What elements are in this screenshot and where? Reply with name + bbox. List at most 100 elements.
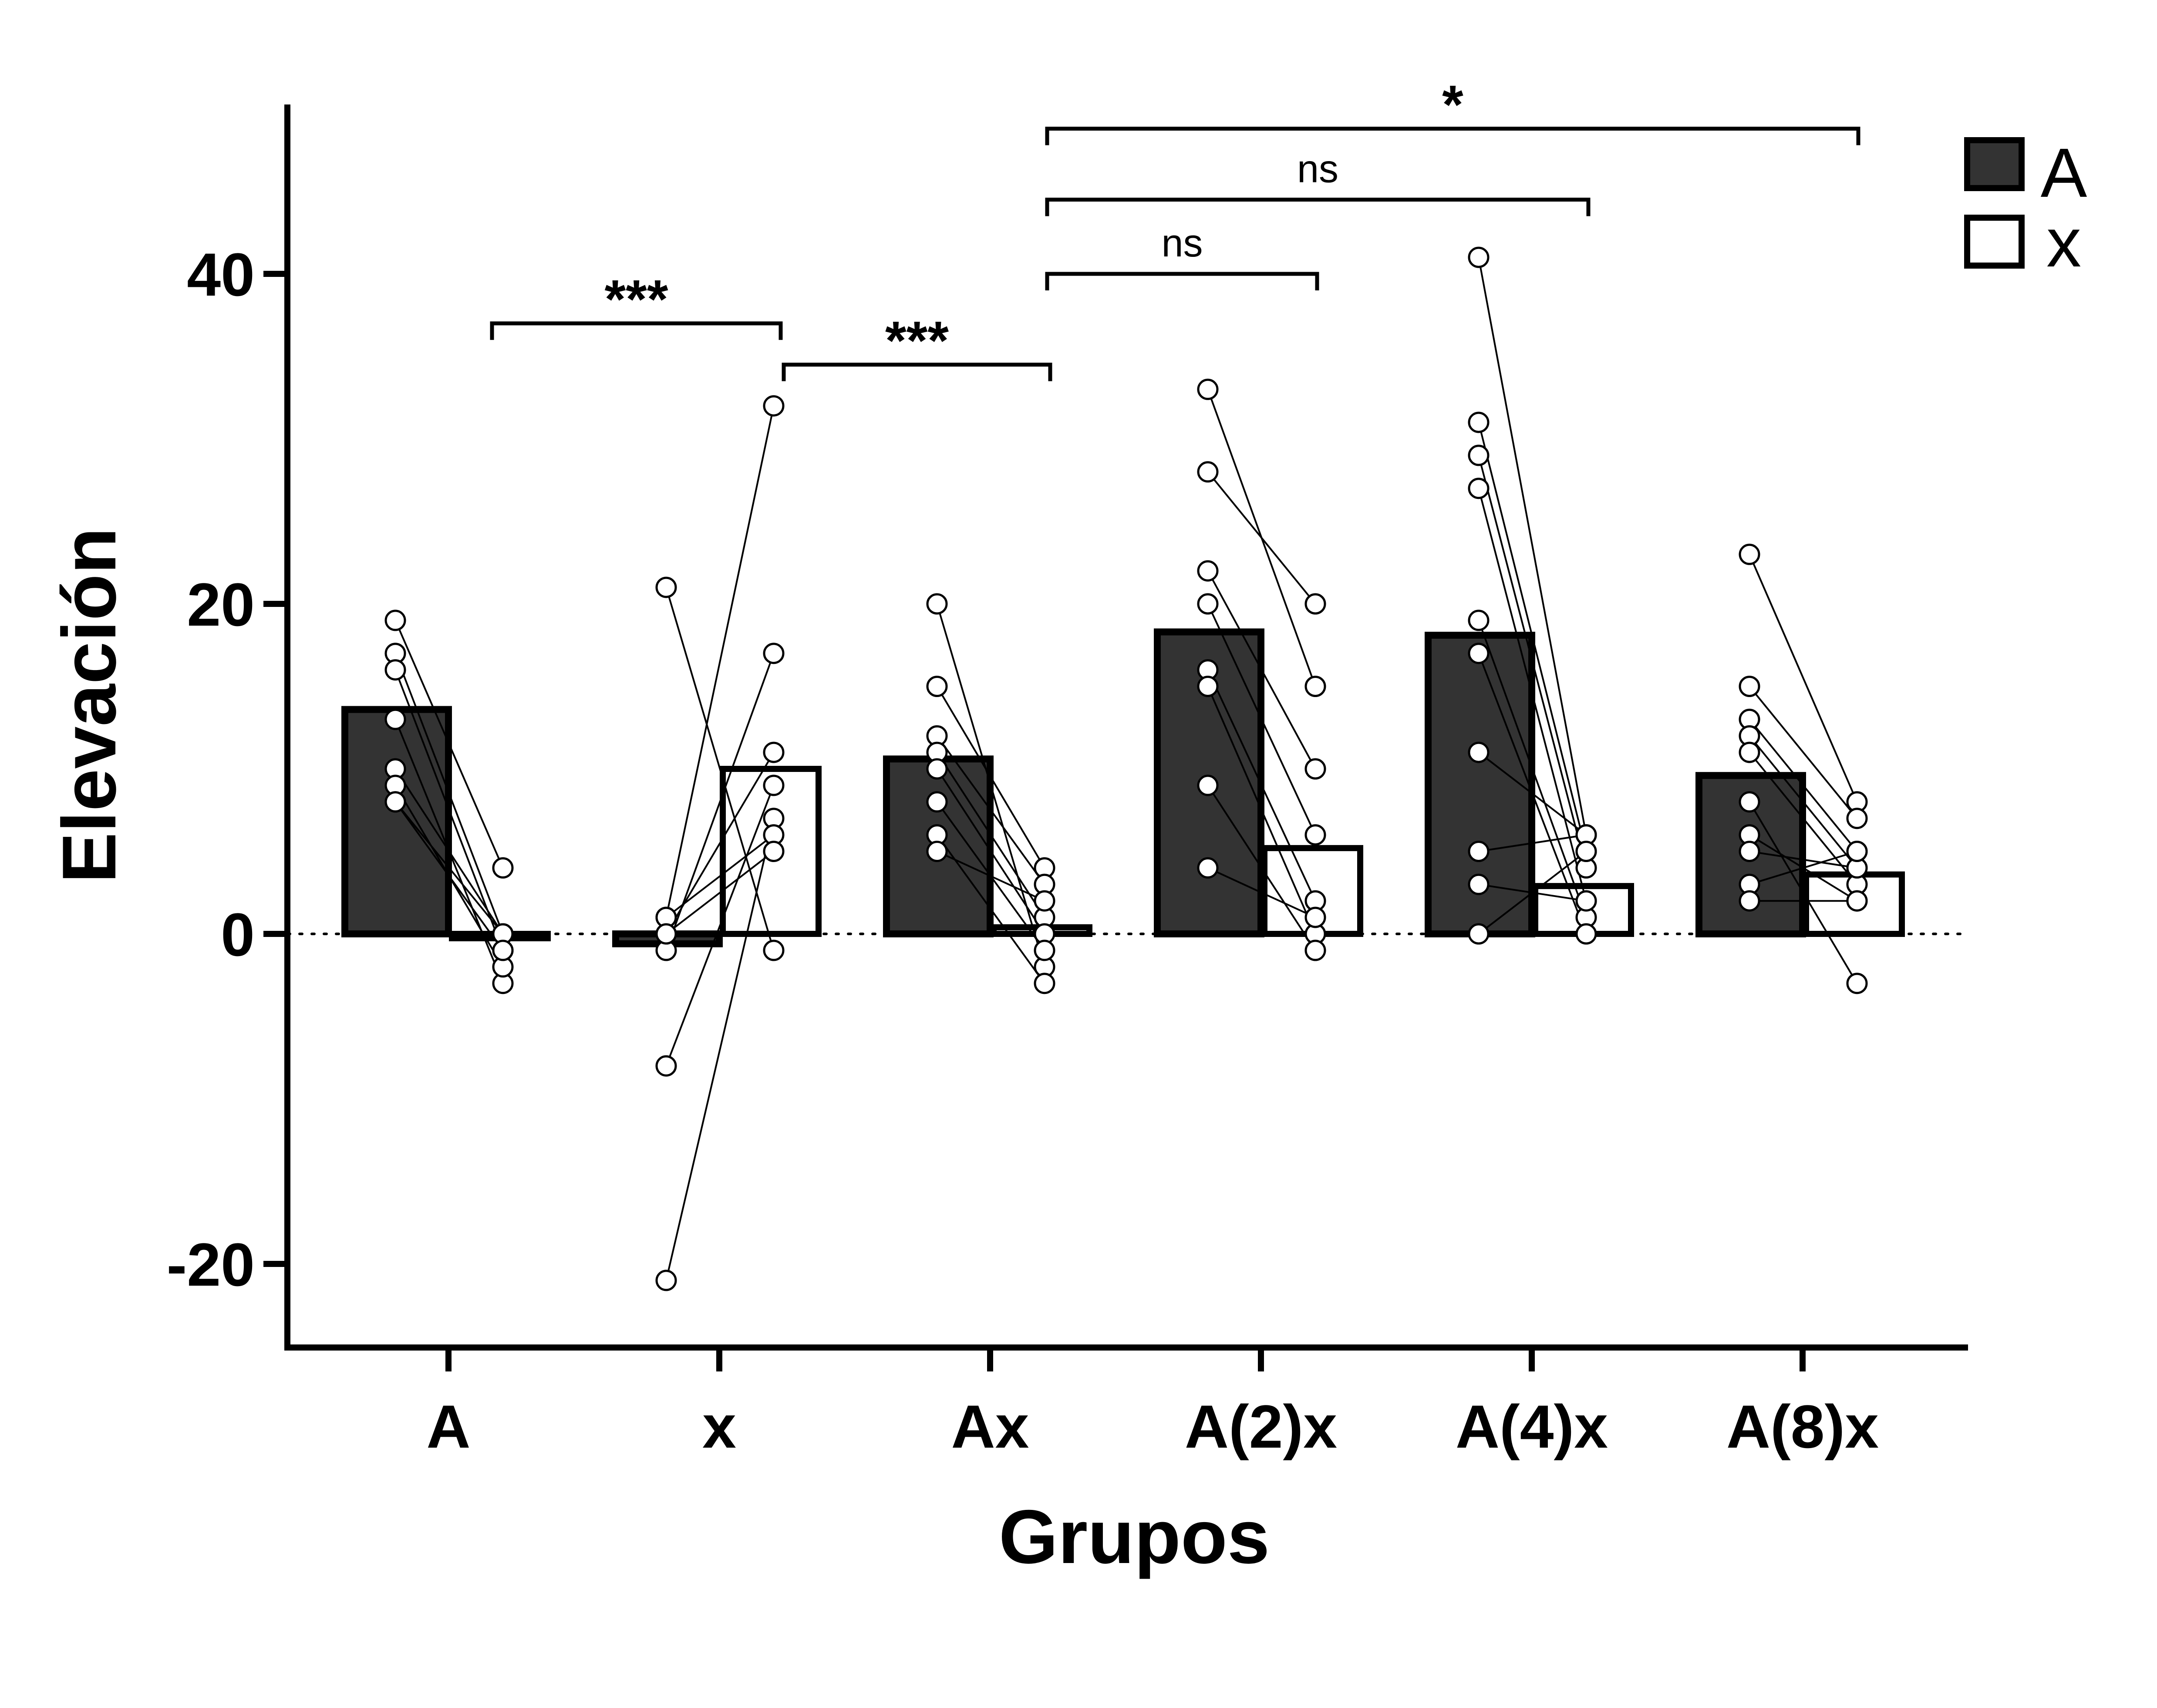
significance-bracket xyxy=(782,362,1052,381)
significance-brackets: *** *** ns ns * xyxy=(490,74,1860,381)
subject-point-x xyxy=(763,841,785,862)
subject-point-x xyxy=(1575,841,1597,862)
subject-line xyxy=(1749,554,1858,802)
subject-point-a xyxy=(1197,775,1219,796)
subject-line xyxy=(1749,850,1857,869)
subject-point-x xyxy=(1304,824,1326,846)
subject-point-a xyxy=(1468,411,1490,433)
y-tick-label: 0 xyxy=(221,900,255,969)
subject-point-x xyxy=(763,940,785,961)
subject-point-x xyxy=(1304,906,1326,928)
subject-line xyxy=(665,785,775,1066)
legend-swatch-x xyxy=(1964,215,2025,269)
significance-label: * xyxy=(1442,74,1463,135)
axes: -20 0 20 40 A x Ax A(2)x A(4)x A(8)x xyxy=(167,104,1968,1461)
subject-line xyxy=(394,653,504,934)
subject-line xyxy=(1207,669,1316,902)
subject-point-x xyxy=(1034,890,1055,912)
significance-bracket xyxy=(1045,272,1319,290)
subject-line xyxy=(1478,455,1587,868)
subject-point-a xyxy=(1739,543,1760,565)
subject-line xyxy=(665,818,775,1281)
subject-line xyxy=(665,587,775,951)
subject-line xyxy=(394,768,504,935)
subjects-layer xyxy=(384,246,1868,1291)
subject-line xyxy=(936,752,1045,918)
subject-point-a xyxy=(1468,445,1490,466)
subject-line xyxy=(937,850,1045,902)
legend: A x xyxy=(1964,134,2087,281)
subject-line xyxy=(394,801,504,935)
x-axis-title: Grupos xyxy=(999,1495,1270,1580)
subject-line xyxy=(1207,785,1316,951)
subject-line xyxy=(1207,603,1316,835)
subject-point-x xyxy=(763,775,785,796)
y-tick-label: 40 xyxy=(187,240,255,309)
subject-point-a xyxy=(655,1055,677,1077)
subject-line xyxy=(936,735,1045,885)
subject-point-a xyxy=(1197,560,1219,582)
subject-line xyxy=(1478,257,1587,835)
subject-line xyxy=(665,405,775,918)
subject-point-x xyxy=(1304,593,1326,615)
subject-point-x xyxy=(1034,973,1055,994)
subject-point-a xyxy=(1197,857,1219,879)
subject-point-x xyxy=(763,741,785,763)
x-tick-label: x xyxy=(702,1392,736,1461)
subject-line xyxy=(665,653,775,951)
subject-point-a xyxy=(1739,791,1760,813)
significance-label: *** xyxy=(885,310,949,371)
subject-point-a xyxy=(655,576,677,598)
significance-label: *** xyxy=(605,270,668,330)
subject-point-x xyxy=(1846,973,1868,994)
subject-point-x xyxy=(1304,940,1326,961)
subject-point-a xyxy=(926,593,948,615)
subject-point-a xyxy=(1739,841,1760,862)
subject-point-x xyxy=(492,857,514,879)
significance-label: ns xyxy=(1161,222,1203,265)
subject-line xyxy=(394,620,504,869)
significance-bracket xyxy=(1045,197,1591,216)
subject-point-a xyxy=(1468,246,1490,268)
subject-line xyxy=(936,768,1045,935)
subject-point-x xyxy=(763,395,785,417)
x-tick-label: A(4)x xyxy=(1456,1392,1608,1461)
x-tick-label: A(8)x xyxy=(1726,1392,1879,1461)
legend-label-x: x xyxy=(2046,203,2081,281)
subject-point-a xyxy=(655,1270,677,1291)
subject-line xyxy=(1478,422,1587,852)
subject-line xyxy=(1749,850,1857,886)
subject-point-a xyxy=(1197,593,1219,615)
subject-line xyxy=(1207,686,1316,934)
significance-label: ns xyxy=(1297,147,1338,191)
subject-point-a xyxy=(1739,676,1760,697)
subject-line xyxy=(1749,751,1858,885)
significance-bracket xyxy=(490,321,783,340)
subject-point-a xyxy=(1468,643,1490,664)
subject-line xyxy=(1478,850,1587,935)
legend-swatch-a xyxy=(1964,137,2025,191)
subject-line xyxy=(1207,471,1316,605)
subject-point-a xyxy=(1739,741,1760,763)
subject-line xyxy=(1478,488,1587,901)
subject-point-a xyxy=(384,610,406,631)
subject-line xyxy=(1478,620,1587,918)
subject-point-x xyxy=(1846,808,1868,829)
subject-point-a xyxy=(1468,741,1490,763)
subject-point-x xyxy=(1846,841,1868,862)
subject-point-x xyxy=(763,643,785,664)
x-tick-label: Ax xyxy=(951,1392,1029,1461)
subject-point-a xyxy=(655,923,677,945)
subject-point-a xyxy=(384,659,406,681)
subject-line xyxy=(1749,719,1858,852)
subject-point-a xyxy=(1739,890,1760,912)
subject-line xyxy=(394,801,504,951)
subject-point-x xyxy=(1304,676,1326,697)
subject-line xyxy=(1207,867,1316,918)
subject-point-x xyxy=(492,940,514,961)
bar-a-A xyxy=(341,706,452,938)
subject-point-a xyxy=(1468,923,1490,945)
subject-line xyxy=(1749,686,1858,819)
subject-line xyxy=(1478,834,1587,852)
